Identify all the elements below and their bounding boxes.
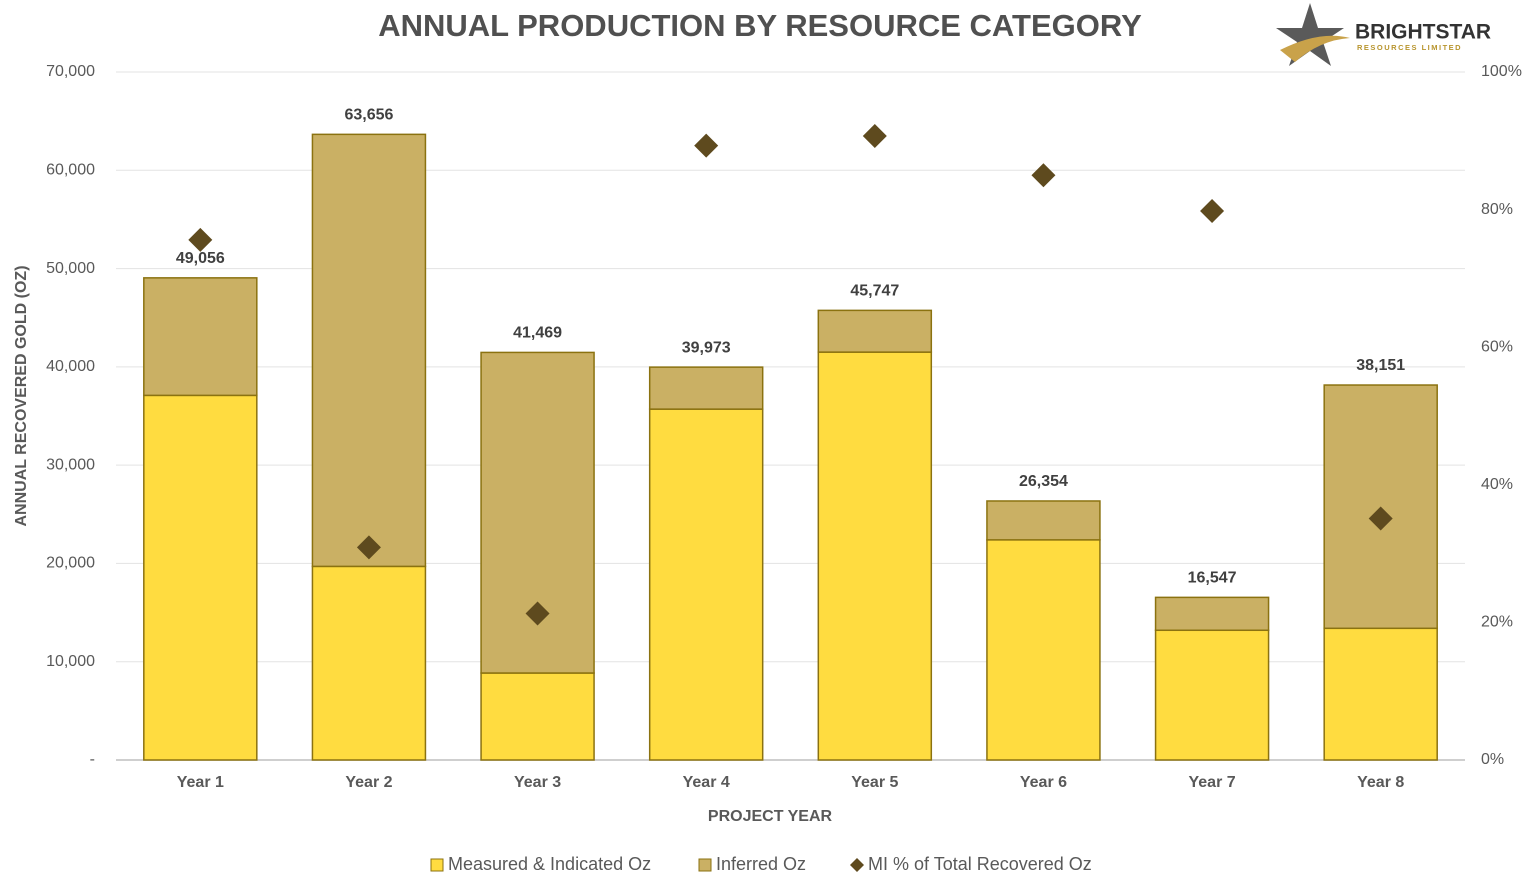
bar-segment [1323,627,1438,761]
total-label: 45,747 [850,283,899,300]
y-axis-label: ANNUAL RECOVERED GOLD (OZ) [13,265,30,526]
bar-segment [1154,596,1270,632]
y-tick-label: 20,000 [46,555,95,572]
bar-segment [817,351,933,761]
total-label: 38,151 [1356,357,1405,374]
bar-segment [480,672,595,761]
logo-tagline: RESOURCES LIMITED [1357,43,1462,52]
y-tick-label: - [90,751,95,768]
legend-label: Measured & Indicated Oz [448,854,651,874]
y-tick-label: 50,000 [46,260,95,277]
y2-tick-label: 0% [1481,751,1504,768]
bar-segment [648,408,764,761]
bar-segment [143,394,258,761]
x-tick-label: Year 2 [345,774,392,791]
total-label: 49,056 [176,250,225,267]
x-tick-label: Year 8 [1357,774,1404,791]
bar-segment [986,539,1101,761]
bar-segment [648,366,764,410]
y-tick-label: 60,000 [46,162,95,179]
logo-name: BRIGHTSTAR [1355,21,1491,44]
diamond-marker [188,227,213,252]
bar-segment [1154,629,1270,761]
logo: BRIGHTSTAR RESOURCES LIMITED [1276,3,1491,66]
y2-tick-label: 100% [1481,63,1522,80]
x-tick-label: Year 4 [683,774,730,791]
bar-segment [986,500,1101,541]
y2-tick-label: 60% [1481,338,1513,355]
y2-tick-label: 80% [1481,201,1513,218]
x-tick-label: Year 5 [851,774,898,791]
y-tick-label: 30,000 [46,456,95,473]
legend-swatch [850,858,864,872]
legend-swatch [698,858,712,872]
y-tick-label: 10,000 [46,653,95,670]
legend-label: Inferred Oz [716,854,806,874]
total-label: 63,656 [344,107,393,124]
total-label: 26,354 [1019,473,1068,490]
diamond-marker [1200,198,1225,223]
x-tick-label: Year 7 [1188,774,1235,791]
diamond-marker [1368,506,1393,531]
bar-segment [311,133,427,568]
logo-star [1276,3,1344,66]
bar-segment [311,565,427,761]
x-axis-label: PROJECT YEAR [708,808,833,825]
legend-swatch [430,858,444,872]
logo-swoosh [1280,35,1350,62]
y2-tick-label: 40% [1481,476,1513,493]
x-tick-label: Year 1 [177,774,224,791]
total-label: 39,973 [682,339,731,356]
diamond-marker [525,601,550,626]
total-label: 41,469 [513,325,562,342]
x-tick-label: Year 3 [514,774,561,791]
legend-label: MI % of Total Recovered Oz [868,854,1092,874]
diamond-marker [862,123,887,148]
y2-tick-label: 20% [1481,614,1513,631]
y-tick-label: 70,000 [46,63,95,80]
total-label: 16,547 [1188,570,1237,587]
y-tick-label: 40,000 [46,358,95,375]
x-tick-label: Year 6 [1020,774,1067,791]
diamond-marker [356,535,381,560]
chart-title: ANNUAL PRODUCTION BY RESOURCE CATEGORY [378,8,1142,43]
diamond-marker [694,133,719,158]
bar-segment [143,277,258,397]
diamond-marker [1031,163,1056,188]
bar-segment [817,309,933,353]
